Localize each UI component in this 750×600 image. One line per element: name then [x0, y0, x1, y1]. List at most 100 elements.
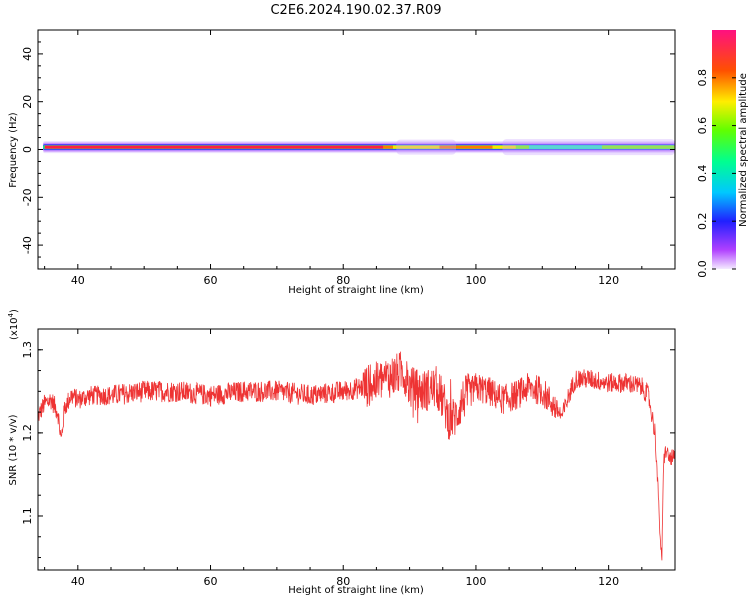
colorbar-tick-label: 0.4 — [696, 165, 709, 183]
snr-plot-frame — [37, 328, 676, 571]
band-core-segment — [436, 145, 440, 149]
band-core-segment — [366, 145, 371, 149]
band-core-segment — [605, 145, 610, 149]
band-core-segment — [296, 145, 301, 149]
band-core-segment — [223, 145, 228, 149]
band-core-segment — [552, 145, 556, 149]
band-core-segment — [164, 145, 168, 149]
band-core-segment — [592, 145, 596, 149]
colorbar-gradient — [712, 30, 736, 269]
band-core-segment — [353, 145, 357, 149]
band-core-segment — [545, 145, 550, 149]
band-core-segment — [373, 145, 377, 149]
band-core-segment — [310, 145, 314, 149]
band-core-segment — [61, 145, 65, 149]
band-core-segment — [492, 145, 497, 149]
band-core-segment — [134, 145, 138, 149]
band-core-segment — [44, 145, 49, 149]
band-core-segment — [320, 145, 324, 149]
band-core-segment — [406, 145, 410, 149]
band-core-segment — [74, 145, 79, 149]
band-core-segment — [150, 145, 155, 149]
colorbar-tick-label: 0.6 — [696, 117, 709, 135]
colorbar-ticks: 0.0 0.2 0.4 0.6 0.8 — [696, 69, 736, 278]
band-core-segment — [167, 145, 172, 149]
band-core-segment — [432, 145, 437, 149]
spectrogram-y-axis-label: Frequency (Hz) — [8, 112, 19, 188]
band-core-segment — [180, 145, 185, 149]
snr-y-tick-label: 1.3 — [21, 341, 34, 359]
band-core-segment — [54, 145, 59, 149]
band-core-segment — [64, 145, 69, 149]
band-core-segment — [548, 145, 553, 149]
band-core-segment — [154, 145, 158, 149]
spectrogram-x-axis-label: Height of straight line (km) — [288, 285, 424, 296]
band-core-segment — [300, 145, 304, 149]
spectrogram-y-tick-label: 0 — [21, 146, 34, 153]
spectrogram-panel: 40 60 80 100 120 -40 -20 0 20 40 Height of strai… — [8, 29, 676, 296]
colorbar: 0.0 0.2 0.4 0.6 0.8 Normalized spectral ampl… — [696, 30, 749, 278]
band-core-segment — [81, 145, 85, 149]
band-core-segment — [638, 145, 643, 149]
band-core-segment — [459, 145, 464, 149]
band-core-segment — [326, 145, 331, 149]
band-core-segment — [442, 145, 447, 149]
colorbar-tick-label: 0.8 — [696, 69, 709, 87]
band-core-segment — [608, 145, 613, 149]
snr-y-ticks: 1.1 1.2 1.3 — [21, 341, 675, 559]
band-core-segment — [399, 145, 404, 149]
colorbar-tick-label: 0.0 — [696, 260, 709, 278]
band-core-segment — [611, 145, 616, 149]
band-core-segment — [565, 145, 570, 149]
spectrogram-y-tick-label: -20 — [21, 188, 34, 206]
band-core-segment — [519, 145, 523, 149]
band-core-segment — [465, 145, 470, 149]
band-core-segment — [120, 145, 125, 149]
band-core-segment — [183, 145, 188, 149]
band-core-segment — [283, 145, 288, 149]
band-core-segment — [193, 145, 198, 149]
band-core-segment — [233, 145, 238, 149]
band-core-segment — [144, 145, 148, 149]
band-core-segment — [266, 145, 271, 149]
snr-x-tick-label: 80 — [336, 575, 350, 588]
band-core-segment — [419, 145, 424, 149]
band-core-segment — [396, 145, 401, 149]
band-core-segment — [247, 145, 251, 149]
band-core-segment — [535, 145, 540, 149]
spectrogram-x-tick-label: 40 — [71, 274, 85, 287]
band-core-segment — [509, 145, 513, 149]
band-core-segment — [379, 145, 384, 149]
band-core-segment — [323, 145, 328, 149]
band-core-segment — [452, 145, 457, 149]
band-core-segment — [110, 145, 115, 149]
band-core-segment — [210, 145, 215, 149]
band-core-segment — [303, 145, 308, 149]
band-core-segment — [270, 145, 274, 149]
band-core-segment — [127, 145, 132, 149]
band-core-segment — [495, 145, 500, 149]
band-core-segment — [469, 145, 474, 149]
band-core-segment — [363, 145, 367, 149]
band-core-segment — [479, 145, 483, 149]
band-core-segment — [422, 145, 427, 149]
band-core-segment — [389, 145, 394, 149]
band-core-segment — [200, 145, 205, 149]
spectrogram-x-tick-label: 100 — [465, 274, 486, 287]
band-core-segment — [658, 145, 663, 149]
band-core-segment — [286, 145, 291, 149]
band-core-segment — [333, 145, 337, 149]
band-core-segment — [256, 145, 261, 149]
band-core-segment — [356, 145, 361, 149]
band-core-segment — [197, 145, 201, 149]
band-core-segment — [376, 145, 381, 149]
spectrogram-x-tick-label: 80 — [336, 274, 350, 287]
band-core-segment — [306, 145, 311, 149]
snr-x-ticks: 40 60 80 100 120 — [44, 329, 676, 588]
band-core-segment — [187, 145, 192, 149]
band-core-segment — [602, 145, 606, 149]
snr-y-tick-label: 1.1 — [21, 507, 34, 525]
band-core-segment — [386, 145, 391, 149]
band-core-segment — [336, 145, 341, 149]
